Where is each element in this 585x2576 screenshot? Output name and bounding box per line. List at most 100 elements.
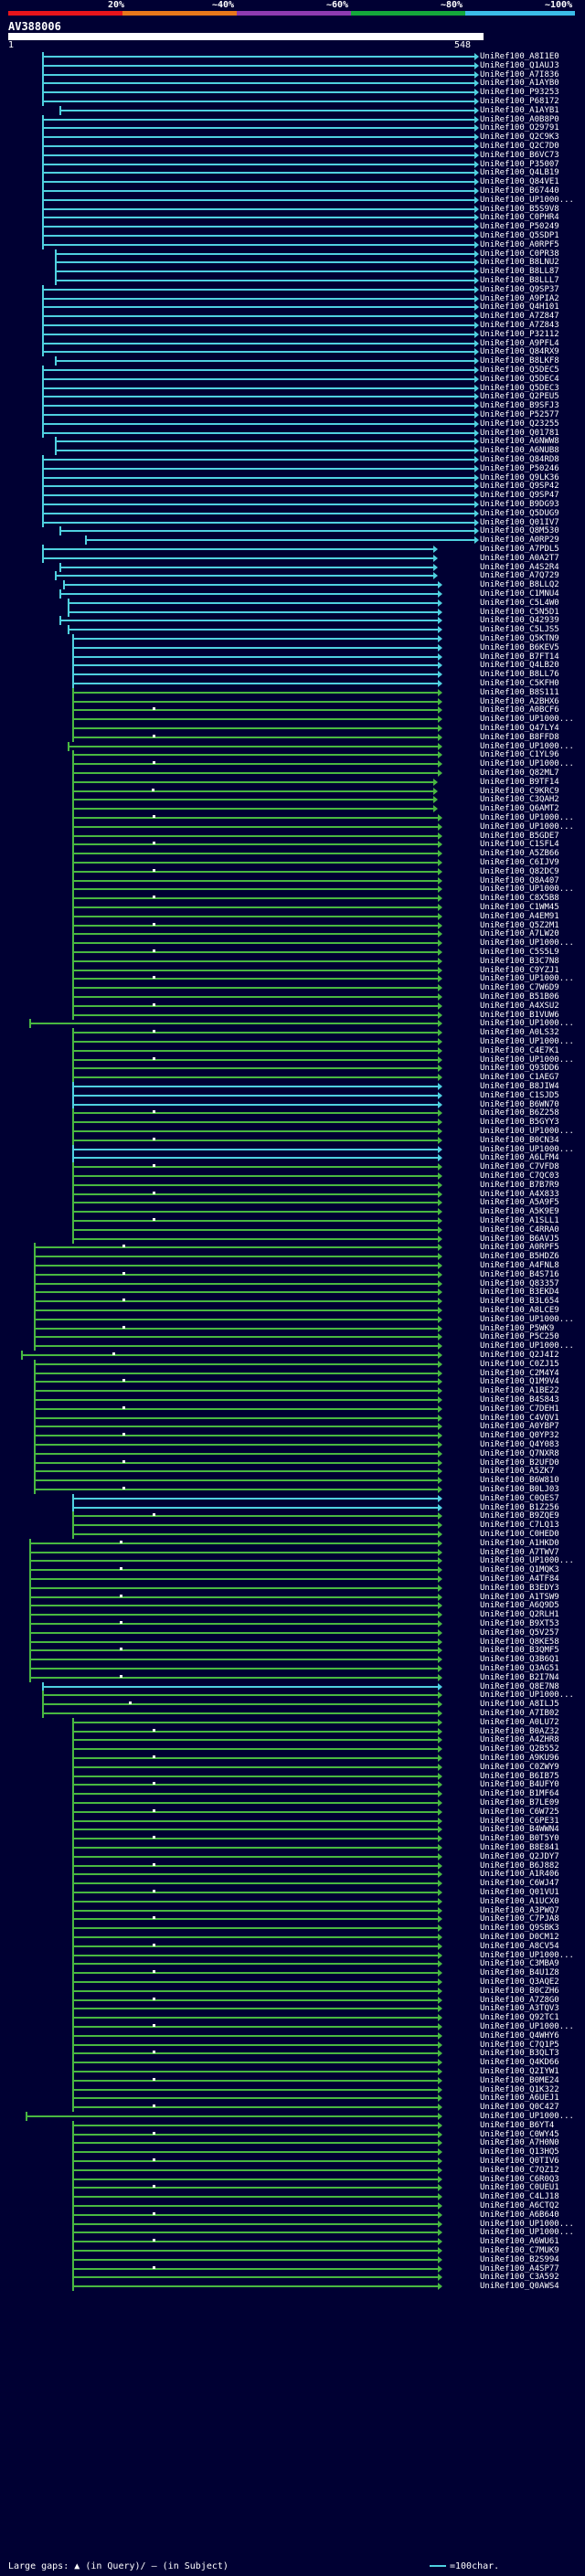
hit-label[interactable]: UniRef100_Q3AQE2: [480, 1977, 559, 1987]
hit-label[interactable]: UniRef100_A6UEJ1: [480, 2094, 559, 2104]
hit-label[interactable]: UniRef100_Q5DEC3: [480, 383, 559, 393]
hit-label[interactable]: UniRef100_B3EKD4: [480, 1288, 559, 1298]
hit-label[interactable]: UniRef100_C0HED0: [480, 1530, 559, 1539]
hit-label[interactable]: UniRef100_UP1000...: [480, 741, 574, 751]
hit-label[interactable]: UniRef100_UP1000...: [480, 813, 574, 822]
hit-row[interactable]: UniRef100_C7Q1P5: [0, 2040, 585, 2050]
hit-label[interactable]: UniRef100_Q1AUJ3: [480, 60, 559, 70]
hit-row[interactable]: UniRef100_Q82ML7: [0, 769, 585, 778]
hit-row[interactable]: UniRef100_Q7NXR8: [0, 1448, 585, 1458]
hit-row[interactable]: UniRef100_B9ZQE9: [0, 1511, 585, 1521]
hit-row[interactable]: UniRef100_B0CN34: [0, 1135, 585, 1145]
hit-label[interactable]: UniRef100_C6WJ47: [480, 1879, 559, 1889]
hit-row[interactable]: UniRef100_B67440: [0, 186, 585, 196]
hit-label[interactable]: UniRef100_A0RPF5: [480, 1243, 559, 1253]
hit-label[interactable]: UniRef100_Q9LK36: [480, 472, 559, 482]
hit-label[interactable]: UniRef100_C5KFH0: [480, 679, 559, 688]
hit-row[interactable]: UniRef100_A1TSW9: [0, 1592, 585, 1602]
hit-row[interactable]: UniRef100_A5A9F5: [0, 1198, 585, 1208]
hit-row[interactable]: UniRef100_Q4H101: [0, 302, 585, 313]
hit-label[interactable]: UniRef100_P50249: [480, 222, 559, 232]
hit-label[interactable]: UniRef100_B0T5Y0: [480, 1834, 559, 1844]
hit-label[interactable]: UniRef100_B8E841: [480, 1843, 559, 1852]
hit-row[interactable]: UniRef100_C0PR38: [0, 249, 585, 259]
hit-row[interactable]: UniRef100_UP1000...: [0, 2022, 585, 2031]
hit-label[interactable]: UniRef100_A7Z843: [480, 321, 559, 330]
hit-row[interactable]: UniRef100_C1SFL4: [0, 840, 585, 850]
hit-label[interactable]: UniRef100_UP1000...: [480, 822, 574, 832]
hit-label[interactable]: UniRef100_C6IJV9: [480, 858, 559, 867]
hit-label[interactable]: UniRef100_P5WK9: [480, 1323, 555, 1333]
hit-row[interactable]: UniRef100_UP1000...: [0, 195, 585, 205]
hit-label[interactable]: UniRef100_C4LJ18: [480, 2192, 559, 2202]
hit-label[interactable]: UniRef100_A7PDL5: [480, 545, 559, 554]
hit-label[interactable]: UniRef100_A0A2T7: [480, 553, 559, 563]
hit-row[interactable]: UniRef100_Q42939: [0, 616, 585, 626]
hit-label[interactable]: UniRef100_C7W6D9: [480, 983, 559, 993]
hit-row[interactable]: UniRef100_B0AZ32: [0, 1726, 585, 1736]
hit-row[interactable]: UniRef100_A1BE22: [0, 1386, 585, 1396]
hit-label[interactable]: UniRef100_C1SFL4: [480, 840, 559, 850]
hit-row[interactable]: UniRef100_C6PE31: [0, 1816, 585, 1826]
hit-label[interactable]: UniRef100_A0B8P0: [480, 114, 559, 124]
hit-label[interactable]: UniRef100_A1AYB0: [480, 79, 559, 89]
hit-row[interactable]: UniRef100_B8LL87: [0, 267, 585, 277]
hit-row[interactable]: UniRef100_B8LLL7: [0, 276, 585, 285]
hit-row[interactable]: UniRef100_C7VFD8: [0, 1162, 585, 1172]
hit-label[interactable]: UniRef100_A8LCE9: [480, 1306, 559, 1315]
hit-row[interactable]: UniRef100_Q01VU1: [0, 1888, 585, 1897]
hit-row[interactable]: UniRef100_B3L654: [0, 1297, 585, 1307]
hit-label[interactable]: UniRef100_C7QC03: [480, 1171, 559, 1181]
hit-label[interactable]: UniRef100_C1SJD5: [480, 1090, 559, 1100]
hit-row[interactable]: UniRef100_A6CTQ2: [0, 2201, 585, 2210]
hit-label[interactable]: UniRef100_A1SLL1: [480, 1216, 559, 1225]
hit-label[interactable]: UniRef100_Q0TIV6: [480, 2157, 559, 2166]
hit-label[interactable]: UniRef100_Q9SP47: [480, 491, 559, 501]
hit-row[interactable]: UniRef100_Q9SP42: [0, 482, 585, 492]
hit-row[interactable]: UniRef100_A0BCF6: [0, 705, 585, 716]
hit-label[interactable]: UniRef100_A7H0N0: [480, 2138, 559, 2148]
hit-label[interactable]: UniRef100_B9SFJ3: [480, 401, 559, 411]
hit-label[interactable]: UniRef100_B2UFD0: [480, 1458, 559, 1468]
hit-row[interactable]: UniRef100_B4S843: [0, 1395, 585, 1405]
hit-row[interactable]: UniRef100_A8LCE9: [0, 1306, 585, 1315]
hit-label[interactable]: UniRef100_Q47LY4: [480, 724, 559, 733]
hit-label[interactable]: UniRef100_P35007: [480, 159, 559, 169]
hit-row[interactable]: UniRef100_B4U1Z8: [0, 1968, 585, 1978]
hit-row[interactable]: UniRef100_B8S111: [0, 687, 585, 697]
hit-row[interactable]: UniRef100_A1UCX0: [0, 1896, 585, 1906]
hit-row[interactable]: UniRef100_Q82DC9: [0, 866, 585, 876]
hit-row[interactable]: UniRef100_Q23255: [0, 419, 585, 429]
hit-label[interactable]: UniRef100_UP1000...: [480, 1019, 574, 1029]
hit-row[interactable]: UniRef100_B6WN70: [0, 1099, 585, 1109]
hit-label[interactable]: UniRef100_A5A9F5: [480, 1198, 559, 1208]
hit-label[interactable]: UniRef100_UP1000...: [480, 2022, 574, 2031]
hit-row[interactable]: UniRef100_B1MF64: [0, 1789, 585, 1799]
hit-row[interactable]: UniRef100_C7LQ13: [0, 1521, 585, 1531]
hit-label[interactable]: UniRef100_A0RPF5: [480, 239, 559, 249]
hit-label[interactable]: UniRef100_B5S9V8: [480, 204, 559, 214]
hit-row[interactable]: UniRef100_C1YL96: [0, 750, 585, 760]
hit-row[interactable]: UniRef100_Q1AUJ3: [0, 60, 585, 70]
hit-label[interactable]: UniRef100_A1TSW9: [480, 1592, 559, 1602]
hit-row[interactable]: UniRef100_Q01781: [0, 428, 585, 438]
hit-row[interactable]: UniRef100_A0A2T7: [0, 553, 585, 563]
hit-row[interactable]: UniRef100_Q2RLH1: [0, 1610, 585, 1620]
hit-row[interactable]: UniRef100_A7I836: [0, 69, 585, 80]
hit-row[interactable]: UniRef100_A7H0N0: [0, 2138, 585, 2148]
hit-label[interactable]: UniRef100_P32112: [480, 329, 559, 339]
hit-label[interactable]: UniRef100_Q82ML7: [480, 769, 559, 778]
hit-row[interactable]: UniRef100_A2BHX6: [0, 696, 585, 706]
hit-label[interactable]: UniRef100_B8FFD8: [480, 732, 559, 742]
hit-row[interactable]: UniRef100_A5K9E9: [0, 1207, 585, 1217]
hit-row[interactable]: UniRef100_B3QMF5: [0, 1646, 585, 1656]
hit-row[interactable]: UniRef100_Q9SP37: [0, 284, 585, 294]
hit-row[interactable]: UniRef100_A0B8P0: [0, 114, 585, 124]
hit-label[interactable]: UniRef100_Q1K322: [480, 2084, 559, 2094]
hit-label[interactable]: UniRef100_C5N5D1: [480, 607, 559, 617]
hit-label[interactable]: UniRef100_A6NWW8: [480, 437, 559, 447]
hit-label[interactable]: UniRef100_A4FNL8: [480, 1261, 559, 1270]
hit-label[interactable]: UniRef100_C0ZWY9: [480, 1762, 559, 1772]
hit-row[interactable]: UniRef100_Q83357: [0, 1278, 585, 1288]
hit-row[interactable]: UniRef100_Q13HQ5: [0, 2147, 585, 2157]
